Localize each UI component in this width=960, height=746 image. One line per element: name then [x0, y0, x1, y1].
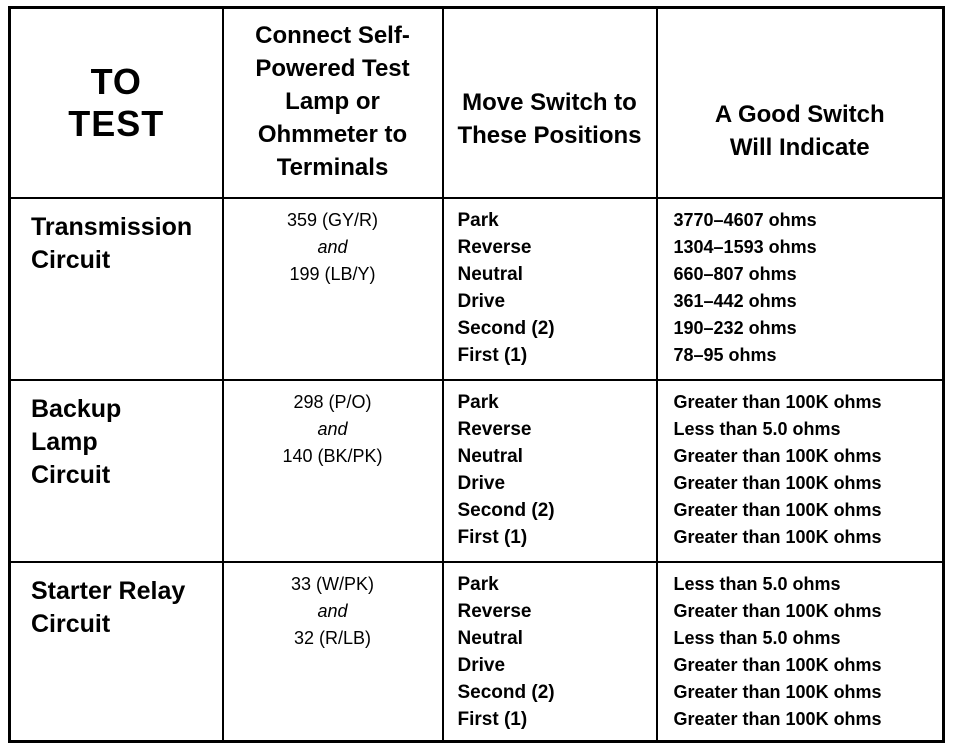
position-item: Drive: [457, 290, 506, 312]
terminal-2: 199 (LB/Y): [289, 263, 376, 284]
position-item: Neutral: [457, 263, 523, 285]
reading-item: Greater than 100K ohms: [673, 391, 882, 412]
table-row: Transmission Circuit 359 (GY/R) and 199 …: [8, 196, 945, 381]
header-move-label: Move Switch to These Positions: [457, 88, 642, 149]
reading-item: 190–232 ohms: [673, 317, 797, 338]
terminals-cell: 298 (P/O) and 140 (BK/PK): [221, 378, 444, 563]
positions-cell: Park Reverse Neutral Drive Second (2) Fi…: [441, 378, 658, 563]
reading-item: Greater than 100K ohms: [673, 681, 882, 702]
reading-item: Greater than 100K ohms: [673, 445, 882, 466]
readings-cell: Greater than 100K ohms Less than 5.0 ohm…: [655, 378, 945, 563]
circuit-name: Starter Relay Circuit: [31, 576, 186, 638]
position-item: Drive: [457, 472, 506, 494]
circuit-cell: Transmission Circuit: [8, 196, 224, 381]
readings-cell: Less than 5.0 ohms Greater than 100K ohm…: [655, 560, 945, 743]
position-item: First (1): [457, 708, 528, 730]
terminal-2: 140 (BK/PK): [282, 445, 383, 466]
reading-item: Less than 5.0 ohms: [673, 573, 841, 594]
header-good-switch: A Good Switch Will Indicate: [655, 6, 945, 199]
header-move-switch: Move Switch to These Positions: [441, 6, 658, 199]
position-item: Park: [457, 573, 499, 595]
reading-item: 361–442 ohms: [673, 290, 797, 311]
position-item: First (1): [457, 344, 528, 366]
table-row: Starter Relay Circuit 33 (W/PK) and 32 (…: [8, 560, 945, 743]
reading-item: Less than 5.0 ohms: [673, 627, 841, 648]
position-item: Park: [457, 209, 499, 231]
header-to-test-label: TO TEST: [68, 60, 165, 144]
reading-item: 660–807 ohms: [673, 263, 797, 284]
reading-item: Greater than 100K ohms: [673, 472, 882, 493]
header-to-test: TO TEST: [8, 6, 224, 199]
header-row: TO TEST Connect Self-Powered Test Lamp o…: [8, 6, 945, 199]
reading-item: Greater than 100K ohms: [673, 526, 882, 547]
position-item: First (1): [457, 526, 528, 548]
and-label: and: [317, 236, 348, 257]
header-good-label: A Good Switch Will Indicate: [714, 100, 885, 161]
circuit-name: Backup Lamp Circuit: [31, 394, 122, 489]
positions-cell: Park Reverse Neutral Drive Second (2) Fi…: [441, 560, 658, 743]
position-item: Reverse: [457, 418, 532, 440]
reading-item: Greater than 100K ohms: [673, 600, 882, 621]
terminal-2: 32 (R/LB): [293, 627, 372, 648]
reading-item: Less than 5.0 ohms: [673, 418, 841, 439]
position-item: Reverse: [457, 600, 532, 622]
reading-item: 1304–1593 ohms: [673, 236, 817, 257]
position-item: Second (2): [457, 317, 555, 339]
switch-test-table: TO TEST Connect Self-Powered Test Lamp o…: [8, 6, 945, 743]
circuit-cell: Starter Relay Circuit: [8, 560, 224, 743]
reading-item: Greater than 100K ohms: [673, 654, 882, 675]
positions-cell: Park Reverse Neutral Drive Second (2) Fi…: [441, 196, 658, 381]
reading-item: Greater than 100K ohms: [673, 708, 882, 729]
header-connect-terminals: Connect Self-Powered Test Lamp or Ohmmet…: [221, 6, 444, 199]
terminals-cell: 359 (GY/R) and 199 (LB/Y): [221, 196, 444, 381]
terminal-1: 298 (P/O): [293, 391, 372, 412]
readings-cell: 3770–4607 ohms 1304–1593 ohms 660–807 oh…: [655, 196, 945, 381]
circuit-cell: Backup Lamp Circuit: [8, 378, 224, 563]
and-label: and: [317, 600, 348, 621]
position-item: Neutral: [457, 627, 523, 649]
position-item: Drive: [457, 654, 506, 676]
terminal-1: 359 (GY/R): [286, 209, 379, 230]
position-item: Second (2): [457, 681, 555, 703]
and-label: and: [317, 418, 348, 439]
header-connect-label: Connect Self-Powered Test Lamp or Ohmmet…: [255, 22, 410, 181]
reading-item: 3770–4607 ohms: [673, 209, 817, 230]
position-item: Neutral: [457, 445, 523, 467]
reading-item: Greater than 100K ohms: [673, 499, 882, 520]
reading-item: 78–95 ohms: [673, 344, 777, 365]
position-item: Reverse: [457, 236, 532, 258]
terminals-cell: 33 (W/PK) and 32 (R/LB): [221, 560, 444, 743]
table-row: Backup Lamp Circuit 298 (P/O) and 140 (B…: [8, 378, 945, 563]
circuit-name: Transmission Circuit: [31, 212, 193, 274]
position-item: Park: [457, 391, 499, 413]
terminal-1: 33 (W/PK): [290, 573, 374, 594]
position-item: Second (2): [457, 499, 555, 521]
